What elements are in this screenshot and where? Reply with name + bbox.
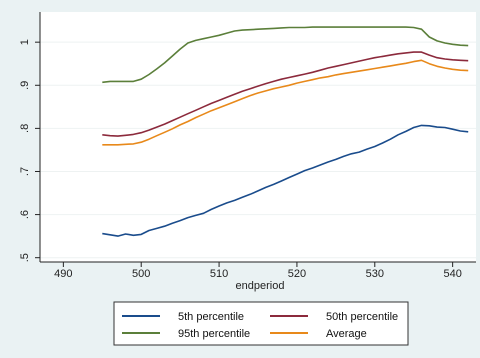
legend-label: 95th percentile <box>178 328 250 340</box>
legend-box <box>113 301 409 346</box>
legend-label: 5th percentile <box>178 311 244 323</box>
x-tick-label: 500 <box>132 268 150 280</box>
y-tick-label: .5 <box>19 253 31 262</box>
series-line-95th-percentile <box>102 26 469 84</box>
x-axis-label: endperiod <box>236 280 285 292</box>
legend-label: 50th percentile <box>326 311 398 323</box>
y-tick-label: .8 <box>19 124 31 133</box>
y-tick-label: .6 <box>19 210 31 219</box>
y-tick-label: 1 <box>19 39 31 45</box>
x-tick-label: 490 <box>54 268 72 280</box>
x-tick-label: 510 <box>210 268 228 280</box>
series-line-5th-percentile <box>102 124 469 237</box>
series-lines <box>102 26 469 237</box>
series-line-50th-percentile <box>102 51 469 137</box>
x-tick-label: 540 <box>443 268 461 280</box>
legend-label: Average <box>326 328 367 340</box>
series-line-average <box>102 59 469 146</box>
x-tick-label: 520 <box>288 268 306 280</box>
x-tick-label: 530 <box>366 268 384 280</box>
y-tick-label: .7 <box>19 167 31 176</box>
grid-lines <box>40 12 476 262</box>
plot-background <box>40 12 476 262</box>
legend: 5th percentile 50th percentile 95th percen… <box>113 301 409 346</box>
y-tick-label: .9 <box>19 81 31 90</box>
axes: .5 .6 .7 .8 .9 1 490 500 510 520 530 540 <box>19 12 476 280</box>
